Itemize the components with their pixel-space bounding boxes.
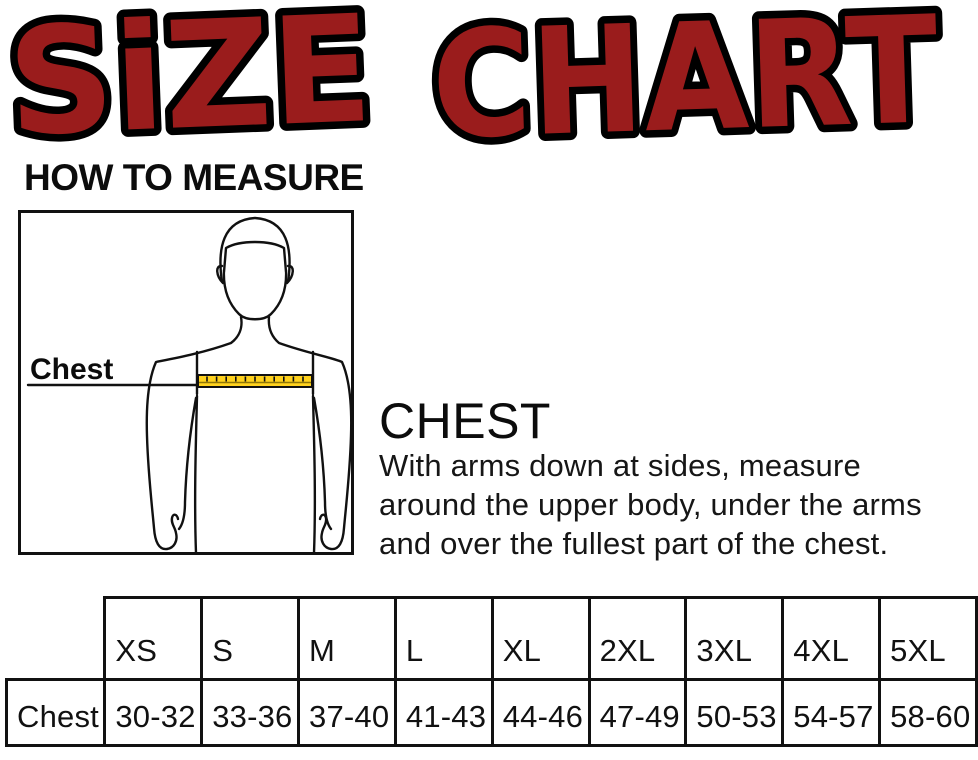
chest-instructions-line: and over the fullest part of the chest. (379, 526, 889, 561)
chest-section-heading: CHEST (379, 393, 551, 449)
chest-instructions-line: around the upper body, under the arms (379, 487, 922, 522)
title-word-size: SiZE (5, 0, 375, 158)
title-word-chart-outline: CHART (429, 0, 940, 158)
chest-instructions-line: With arms down at sides, measure (379, 448, 861, 483)
size-table: XS S M L XL 2XL 3XL 4XL 5XL Chest 30-32 … (4, 596, 978, 747)
size-chart-title: SiZE SiZE CHART CHART (0, 0, 948, 158)
measurement-diagram: Chest (18, 210, 354, 555)
size-column-header-3xl: 3XL (684, 596, 785, 681)
chest-value-5xl: 58-60 (878, 678, 978, 747)
person-torso-illustration (177, 394, 333, 555)
person-left-arm-illustration (145, 315, 243, 551)
size-header-row: XS S M L XL 2XL 3XL 4XL 5XL (7, 596, 978, 681)
chest-value-4xl: 54-57 (781, 678, 882, 747)
diagram-chest-label: Chest (30, 353, 113, 386)
measuring-tape-ticks (206, 376, 304, 382)
diagram-border (18, 210, 354, 555)
size-column-header-xl: XL (490, 596, 591, 681)
person-right-arm-illustration (267, 315, 353, 551)
chest-instructions-text: With arms down at sides, measure around … (379, 446, 922, 563)
size-column-header-4xl: 4XL (781, 596, 882, 681)
size-column-header-xs: XS (103, 596, 204, 681)
person-head-illustration (216, 216, 294, 321)
chest-value-2xl: 47-49 (587, 678, 688, 747)
size-column-header-5xl: 5XL (878, 596, 978, 681)
size-column-header-s: S (200, 596, 301, 681)
how-to-measure-heading: HOW TO MEASURE (24, 157, 364, 198)
title-word-chart: CHART (429, 0, 940, 158)
chest-value-s: 33-36 (200, 678, 301, 747)
size-column-header-2xl: 2XL (587, 596, 688, 681)
title-word-size-outline: SiZE (5, 0, 375, 158)
chest-value-3xl: 50-53 (684, 678, 785, 747)
chest-values-row: Chest 30-32 33-36 37-40 41-43 44-46 47-4… (4, 678, 978, 747)
armpit-guide-lines (195, 350, 315, 396)
size-column-header-l: L (393, 596, 494, 681)
row-label-chest: Chest (4, 678, 107, 747)
empty-corner-cell (7, 598, 105, 680)
chest-value-l: 41-43 (393, 678, 494, 747)
chest-value-xl: 44-46 (490, 678, 591, 747)
size-column-header-m: M (297, 596, 397, 681)
chest-value-m: 37-40 (297, 678, 397, 747)
chest-value-xs: 30-32 (103, 678, 204, 747)
